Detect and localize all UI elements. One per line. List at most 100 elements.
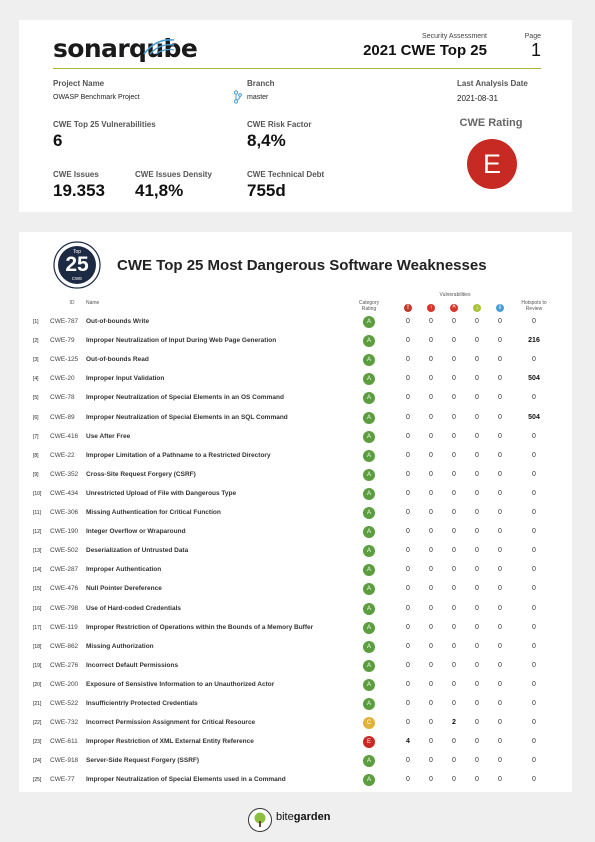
vulnerability-count: 0	[475, 566, 479, 574]
cwe-name: Incorrect Default Permissions	[86, 661, 179, 669]
vulnerability-count: 0	[429, 489, 433, 497]
cwe-name: Improper Restriction of XML External Ent…	[86, 738, 254, 746]
hotspots-count: 504	[528, 375, 540, 383]
page-number: 1	[530, 40, 541, 60]
row-rank: [17]	[33, 624, 42, 631]
hotspots-count: 0	[532, 509, 536, 516]
project-name-label: Project Name	[53, 79, 105, 88]
vulnerability-count: 0	[452, 413, 456, 421]
category-rating-badge: A	[363, 526, 375, 539]
vulnerability-count: 0	[429, 394, 433, 402]
vulnerability-count: 0	[475, 604, 479, 612]
table-row: [15] CWE-476 Null Pointer Dereference A 0 0 0 0…	[19, 580, 572, 599]
vulnerability-count: 0	[498, 661, 502, 669]
vulnerability-count: 0	[452, 700, 456, 707]
cwe-id: CWE-352	[50, 470, 79, 478]
vulnerability-count: 0	[429, 585, 433, 593]
col-header-id: ID	[69, 300, 75, 306]
category-rating-badge: A	[363, 678, 375, 691]
category-rating-badge: A	[363, 373, 375, 386]
vulnerability-count: 0	[475, 489, 479, 497]
table-row: [11] CWE-306 Missing Authentication for Cr…	[19, 504, 572, 523]
cwe-name: Improper Restriction of Operations withi…	[86, 623, 314, 631]
vulnerability-count: 0	[475, 757, 479, 765]
category-rating-badge: A	[363, 507, 375, 519]
cwe-name: Improper Neutralization of Input During …	[86, 337, 277, 345]
cwe-risk-factor-value: 8,4%	[247, 131, 286, 150]
vulnerability-count: 0	[429, 738, 433, 746]
vulnerability-count: 0	[452, 375, 456, 383]
vulnerability-count: 0	[406, 757, 410, 765]
cwe-id: CWE-119	[50, 623, 78, 631]
badge-number: 25	[65, 253, 89, 276]
vulnerability-count: 0	[406, 661, 410, 669]
vulnerability-count: 0	[406, 700, 410, 707]
vulnerability-count: 0	[498, 375, 502, 383]
cwe-issues-density-label: CWE Issues Density	[135, 170, 212, 179]
bitegarden-logo: bitegarden	[276, 811, 330, 823]
category-rating-badge: A	[363, 335, 375, 348]
vulnerability-count: 0	[452, 318, 456, 325]
hotspots-count: 0	[532, 585, 536, 593]
vulnerability-count: 0	[475, 700, 479, 707]
vulnerability-count: 0	[406, 394, 410, 402]
hotspots-count: 0	[532, 604, 536, 612]
row-rank: [25]	[33, 777, 42, 784]
cwe-rating-label: CWE Rating	[459, 117, 523, 129]
page-label: Page	[524, 33, 541, 40]
vulnerability-count: 0	[475, 585, 479, 593]
category-rating-badge: A	[363, 640, 375, 653]
cwe-name: Out-of-bounds Read	[86, 356, 149, 364]
report-title: 2021 CWE Top 25	[363, 42, 487, 59]
vulnerability-count: 0	[498, 566, 502, 574]
category-rating-badge: E	[363, 736, 375, 749]
cwe-name: Improper Input Validation	[86, 375, 165, 383]
vulnerability-count: 0	[452, 738, 456, 746]
vulnerability-count: 0	[429, 661, 433, 669]
row-rank: [18]	[33, 643, 42, 650]
row-rank: [8]	[33, 452, 39, 459]
last-analysis-date: 2021-08-31	[457, 94, 498, 103]
hotspots-count: 0	[532, 489, 536, 497]
cwe-name: Integer Overflow or Wraparound	[86, 528, 186, 536]
vulnerability-count: 0	[429, 509, 433, 516]
table-row: [16] CWE-798 Use of Hard-coded Credentials…	[19, 600, 572, 619]
category-rating-badge: A	[363, 564, 375, 577]
last-analysis-label: Last Analysis Date	[457, 79, 528, 88]
branch-icon	[233, 90, 242, 104]
vulnerability-count: 0	[429, 318, 433, 325]
vulnerability-count: 0	[452, 604, 456, 612]
vulnerability-count: 0	[452, 356, 456, 364]
vulnerability-count: 0	[498, 451, 502, 459]
row-rank: [3]	[33, 357, 39, 364]
vulnerability-count: 0	[498, 470, 502, 478]
vulnerability-count: 0	[498, 642, 502, 650]
vulnerability-count: 0	[498, 356, 502, 364]
table-row: [5] CWE-78 Improper Neutralization of Spec…	[19, 389, 572, 408]
vulnerability-count: 0	[406, 585, 410, 593]
vulnerability-count: 0	[452, 528, 456, 536]
hotspots-count: 0	[532, 623, 536, 631]
hotspots-count: 0	[532, 661, 536, 669]
vulnerability-count: 0	[429, 719, 433, 727]
vulnerability-count: 0	[429, 776, 433, 784]
cwe-name: Cross-Site Request Forgery (CSRF)	[86, 470, 196, 478]
vulnerability-count: 0	[475, 680, 479, 688]
row-rank: [2]	[33, 338, 39, 345]
vulnerability-count: 0	[498, 394, 502, 402]
hotspots-count: 0	[532, 528, 536, 536]
vulnerability-count: 0	[429, 547, 433, 555]
vulnerability-count: 0	[406, 642, 410, 650]
cwe-id: CWE-862	[50, 642, 79, 650]
table-row: [17] CWE-119 Improper Restriction of Opera…	[19, 619, 572, 638]
vulnerability-count: 0	[406, 566, 410, 574]
col-header-hotspots: Hotspots to Review	[521, 300, 547, 312]
cwe-vulnerabilities-value: 6	[53, 131, 63, 150]
cwe-id: CWE-416	[50, 432, 79, 440]
row-rank: [12]	[33, 529, 42, 536]
col-header-category-rating: Category Rating	[358, 300, 380, 312]
brand-part2: garden	[293, 811, 331, 823]
row-rank: [23]	[33, 739, 42, 746]
category-rating-badge: A	[363, 487, 375, 500]
vulnerability-count: 0	[429, 566, 433, 574]
